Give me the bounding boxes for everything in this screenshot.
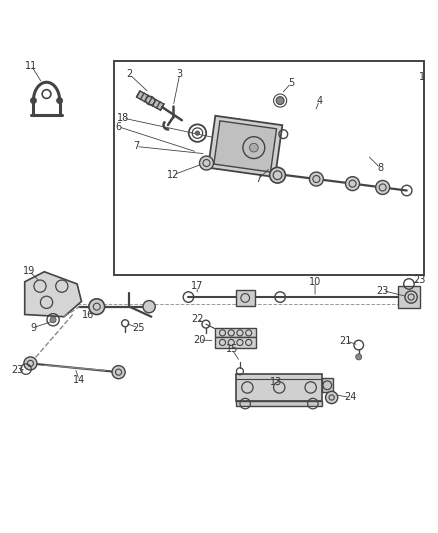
Polygon shape xyxy=(237,401,321,406)
Text: 6: 6 xyxy=(116,122,122,132)
Bar xyxy=(114,61,424,275)
Circle shape xyxy=(346,176,360,191)
Circle shape xyxy=(89,299,105,314)
Text: 23: 23 xyxy=(11,366,24,375)
Circle shape xyxy=(405,291,417,303)
Text: 4: 4 xyxy=(316,95,322,106)
Text: 1: 1 xyxy=(419,71,425,82)
Polygon shape xyxy=(237,374,321,401)
Circle shape xyxy=(250,143,258,152)
Polygon shape xyxy=(214,121,276,172)
Circle shape xyxy=(30,98,36,103)
Polygon shape xyxy=(236,290,255,306)
Polygon shape xyxy=(137,91,164,110)
Polygon shape xyxy=(215,337,256,348)
Circle shape xyxy=(112,366,125,379)
Polygon shape xyxy=(321,378,332,392)
Text: 23: 23 xyxy=(413,276,426,286)
Polygon shape xyxy=(208,116,283,177)
Text: 2: 2 xyxy=(127,69,133,79)
Text: 13: 13 xyxy=(270,377,282,387)
Circle shape xyxy=(57,98,63,103)
Polygon shape xyxy=(25,272,81,317)
Circle shape xyxy=(270,167,286,183)
Circle shape xyxy=(199,156,213,170)
Circle shape xyxy=(24,357,37,370)
Text: 11: 11 xyxy=(25,61,37,71)
Text: 7: 7 xyxy=(133,141,139,151)
Text: 22: 22 xyxy=(191,314,203,324)
Text: 18: 18 xyxy=(117,113,129,123)
Circle shape xyxy=(143,301,155,313)
Text: 14: 14 xyxy=(73,375,85,385)
Text: 15: 15 xyxy=(226,344,238,354)
Text: 9: 9 xyxy=(30,322,36,333)
Circle shape xyxy=(325,391,338,403)
Text: 16: 16 xyxy=(82,310,94,319)
Text: 3: 3 xyxy=(177,69,183,79)
Polygon shape xyxy=(398,286,420,308)
Text: 19: 19 xyxy=(23,266,35,276)
Text: 10: 10 xyxy=(309,277,321,287)
Text: 24: 24 xyxy=(344,392,356,402)
Circle shape xyxy=(195,131,200,135)
Text: 5: 5 xyxy=(288,78,294,88)
Text: 23: 23 xyxy=(377,286,389,295)
Circle shape xyxy=(356,354,362,360)
Text: 8: 8 xyxy=(378,163,384,173)
Circle shape xyxy=(276,96,284,104)
Text: 25: 25 xyxy=(132,322,145,333)
Text: 12: 12 xyxy=(167,170,179,180)
Text: 21: 21 xyxy=(339,336,352,346)
Circle shape xyxy=(309,172,323,186)
Circle shape xyxy=(50,317,56,323)
Text: 20: 20 xyxy=(193,335,205,345)
Polygon shape xyxy=(215,328,256,337)
Circle shape xyxy=(376,181,390,195)
Text: 17: 17 xyxy=(191,281,203,291)
Text: 7: 7 xyxy=(255,174,261,184)
